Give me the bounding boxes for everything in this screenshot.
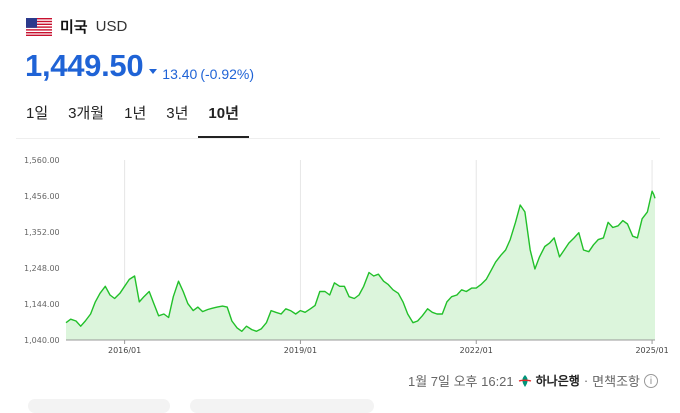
price-change: 13.40 (-0.92%)	[149, 66, 254, 82]
y-tick-label: 1,560.00	[24, 156, 60, 165]
y-tick-label: 1,248.00	[24, 264, 60, 273]
down-arrow-icon	[149, 69, 158, 74]
y-tick-label: 1,144.00	[24, 300, 60, 309]
country-name: 미국	[60, 19, 88, 36]
tab-3m[interactable]: 3개월	[68, 105, 105, 122]
info-icon[interactable]: i	[644, 373, 658, 388]
currency-header: 미국 USD	[26, 16, 127, 37]
y-tick-label: 1,040.00	[24, 336, 60, 345]
update-timestamp: 1월 7일 오후 16:21	[407, 374, 514, 389]
series-area	[66, 191, 655, 340]
disclaimer-link[interactable]: 면책조항	[592, 374, 640, 389]
y-tick-label: 1,456.00	[24, 192, 60, 201]
x-tick-label: 2016/01	[108, 346, 141, 355]
currency-code: USD	[95, 18, 128, 35]
x-tick-label: 2022/01	[460, 346, 493, 355]
bottom-card-left	[28, 399, 170, 413]
tab-10y[interactable]: 10년	[198, 98, 249, 138]
price-row: 1,449.50 13.40 (-0.92%)	[25, 48, 254, 84]
bank-name: 하나은행	[535, 374, 580, 388]
change-percent: (-0.92%)	[200, 65, 255, 82]
chart-footer: 1월 7일 오후 16:21 하나은행 · 면책조항 i	[408, 371, 658, 390]
series-line	[65, 190, 656, 332]
exchange-rate-chart[interactable]: 1,560.00 1,456.00 1,352.00 1,248.00 1,144.00…	[0, 150, 680, 360]
tab-1d[interactable]: 1일	[26, 105, 49, 122]
bottom-card-right	[190, 399, 374, 413]
x-tick-label: 2025/01	[635, 346, 668, 355]
y-tick-label: 1,352.00	[24, 228, 60, 237]
us-flag-icon	[26, 17, 52, 36]
exchange-rate-value: 1,449.50	[25, 48, 144, 83]
x-tick-label: 2019/01	[284, 346, 317, 355]
tab-1y[interactable]: 1년	[124, 105, 147, 122]
change-amount: 13.40	[162, 65, 198, 82]
period-tabs: 1일 3개월 1년 3년 10년	[16, 98, 660, 139]
hana-bank-icon	[518, 374, 531, 387]
separator: ·	[583, 373, 589, 388]
tab-3y[interactable]: 3년	[166, 105, 189, 122]
chart-svg: 1,560.00 1,456.00 1,352.00 1,248.00 1,144.00…	[24, 156, 669, 355]
